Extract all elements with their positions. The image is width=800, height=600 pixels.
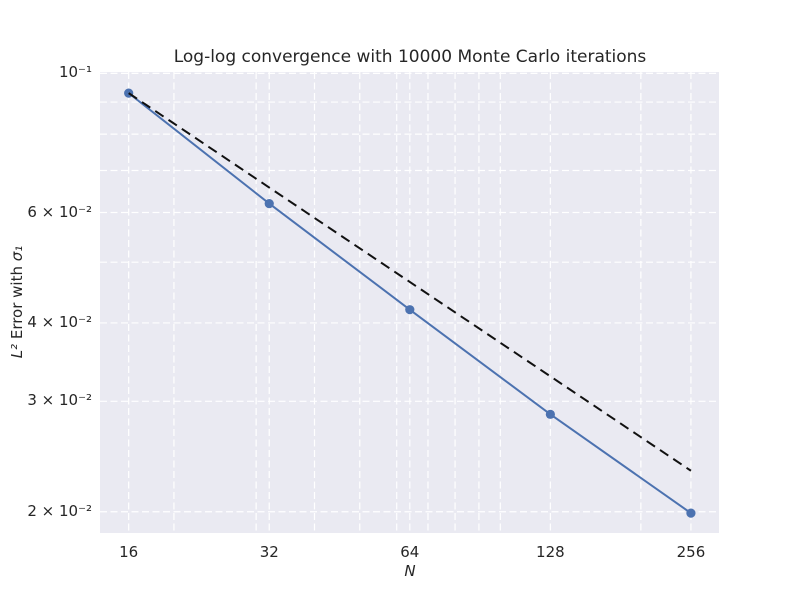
y-tick-label: 4 × 10⁻² [27,312,92,331]
x-tick-label: 32 [259,543,279,561]
data-point-marker [545,409,555,419]
data-point-marker [686,508,696,518]
x-tick-label: 128 [536,543,565,561]
y-tick-label: 2 × 10⁻² [27,501,92,520]
series-n-1-2-reference [128,92,692,472]
x-tick-label: 64 [400,543,420,561]
y-axis-label-l2: L² [8,343,26,359]
y-axis-label: L² Error with σ₁ [8,246,26,359]
x-tick-label: 16 [119,543,139,561]
x-tick-label: 256 [676,543,706,561]
data-point-marker [405,305,415,315]
x-axis-label: N [404,562,416,580]
data-point-marker [264,198,274,209]
y-tick-label: 10⁻¹ [58,63,92,82]
y-axis-label-mid: Error with [8,261,26,344]
gridlines [100,72,719,533]
y-tick-label: 6 × 10⁻² [27,202,92,221]
chart-title: Log-log convergence with 10000 Monte Car… [173,47,647,67]
y-tick-label: 3 × 10⁻² [27,391,92,410]
y-axis-label-sigma: σ₁ [8,245,26,262]
